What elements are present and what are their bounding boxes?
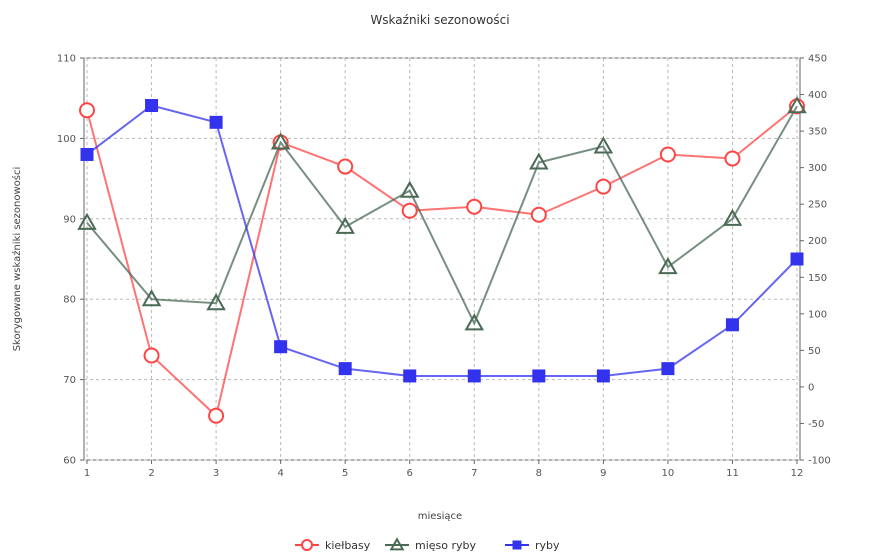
data-point [722,208,743,226]
legend-item: ryby [505,539,560,552]
x-tick-label: 8 [536,468,542,479]
right-tick-label: 400 [808,90,827,101]
x-axis: 1 2 3 4 5 6 7 8 9 10 11 12 [84,460,804,479]
data-point [595,178,612,195]
series-line [86,104,798,377]
data-point [335,216,355,234]
right-tick-label: 0 [808,382,814,393]
x-tick-label: 10 [662,468,675,479]
left-tick-label: 60 [63,456,76,467]
right-tick-label: 450 [808,54,827,65]
data-point [467,369,481,383]
legend: kiełbasy mięso ryby ryby [295,537,560,552]
left-y-axis-label: Skorygowane wskaźniki sezonowości [11,167,23,352]
right-y-axis: -100 -50 0 50 100 150 200 250 300 350 400 450 [800,54,831,467]
data-point [270,132,291,150]
data-point [77,212,97,230]
series-line [86,105,798,418]
right-tick-label: 50 [808,346,821,357]
data-point [403,369,417,383]
series-mięso-ryby [77,96,807,331]
right-tick-label: 300 [808,163,827,174]
left-y-axis: 60 70 80 90 100 110 [57,54,84,467]
x-tick-label: 9 [600,468,606,479]
data-point [145,99,159,113]
series-kiełbasy [79,98,805,424]
x-axis-label: miesiące [418,511,462,522]
left-tick-label: 90 [63,214,76,225]
data-point [661,362,675,376]
data-point [596,369,610,383]
data-point [208,407,225,424]
series-line [86,105,798,326]
right-tick-label: 200 [808,236,827,247]
x-tick-label: 6 [407,468,413,479]
grid [84,57,800,461]
legend-item: kiełbasy [295,539,371,552]
x-tick-label: 11 [726,468,739,479]
right-tick-label: 100 [808,309,827,320]
legend-item: mięso ryby [385,537,477,552]
right-tick-label: 350 [808,127,827,138]
right-tick-label: 150 [808,273,827,284]
data-point [790,252,804,266]
data-point [593,136,614,154]
left-tick-label: 100 [57,134,76,145]
data-point [338,362,352,376]
chart-title: Wskaźniki sezonowości [370,13,509,27]
data-point [79,102,95,119]
data-point [530,206,547,223]
data-point [399,180,420,198]
legend-marker [512,540,522,550]
data-point [659,146,676,163]
x-tick-label: 12 [791,468,804,479]
series-ryby [80,99,804,383]
legend-marker [389,537,405,551]
data-point [529,152,549,170]
x-tick-label: 1 [84,468,90,479]
legend-label: ryby [535,539,560,552]
data-point [209,115,223,129]
data-point [141,289,162,307]
data-point [787,96,807,114]
right-tick-label: -50 [808,419,824,430]
data-point [725,318,739,332]
left-tick-label: 110 [57,54,76,65]
right-tick-label: -100 [808,456,831,467]
data-point [206,293,226,311]
data-point [80,147,94,161]
data-point [464,313,485,331]
data-point [143,347,160,364]
series-group [77,96,807,424]
x-tick-label: 3 [213,468,219,479]
data-point [532,369,546,383]
x-tick-label: 5 [342,468,348,479]
data-point [401,202,418,219]
left-tick-label: 80 [63,295,76,306]
data-point [274,340,288,354]
data-point [466,198,483,215]
legend-label: mięso ryby [415,539,477,552]
data-point [724,150,741,167]
x-tick-label: 7 [471,468,477,479]
right-tick-label: 250 [808,200,827,211]
legend-marker [301,539,313,551]
data-point [658,256,678,275]
x-tick-label: 2 [148,468,154,479]
left-tick-label: 70 [63,375,76,386]
legend-label: kiełbasy [325,539,371,552]
data-point [337,158,354,175]
x-tick-label: 4 [277,468,283,479]
